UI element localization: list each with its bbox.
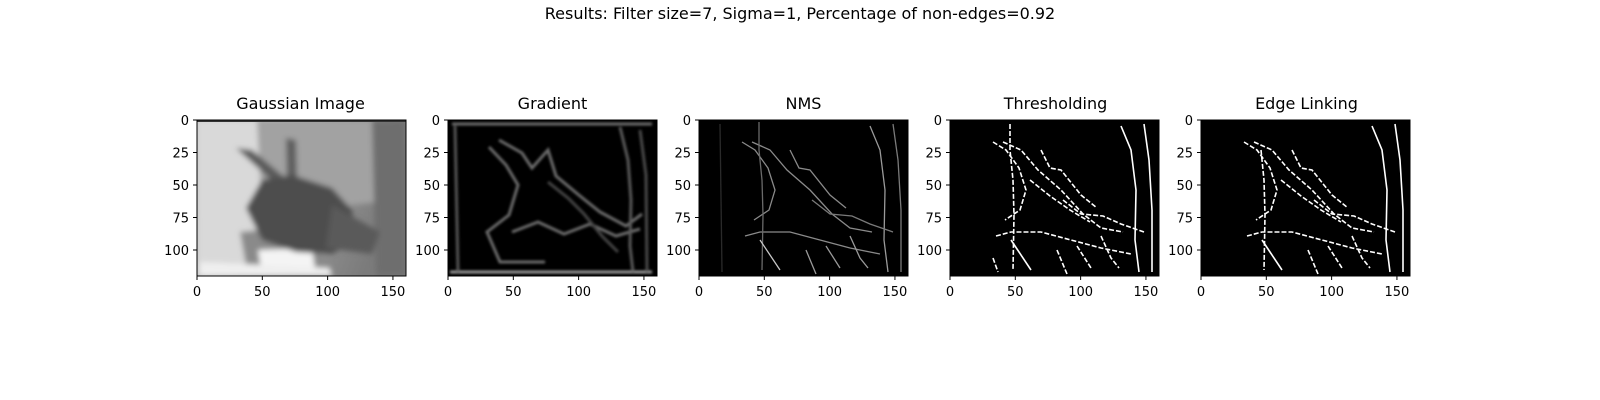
x-tick-label: 0 bbox=[695, 285, 703, 300]
x-tick-label: 100 bbox=[566, 285, 591, 300]
y-tick-label: 50 bbox=[1176, 179, 1193, 194]
y-tick-label: 75 bbox=[925, 212, 942, 227]
y-tick-label: 50 bbox=[423, 179, 440, 194]
panel-title-nms: NMS bbox=[785, 94, 822, 113]
x-tick-label: 50 bbox=[1258, 285, 1275, 300]
y-tick-label: 0 bbox=[432, 114, 440, 129]
y-tick-label: 50 bbox=[674, 179, 691, 194]
y-tick-label: 75 bbox=[423, 212, 440, 227]
x-tick-label: 150 bbox=[1385, 285, 1410, 300]
y-tick-label: 100 bbox=[1168, 244, 1193, 259]
x-tick-label: 100 bbox=[817, 285, 842, 300]
x-tick-label: 50 bbox=[505, 285, 522, 300]
thresholding-image-area bbox=[950, 120, 1159, 276]
axes-frame bbox=[698, 119, 909, 277]
gaussian-image-area bbox=[197, 120, 406, 276]
y-tick-label: 75 bbox=[172, 212, 189, 227]
x-tick-label: 100 bbox=[1068, 285, 1093, 300]
y-tick-label: 50 bbox=[925, 179, 942, 194]
y-tick-label: 25 bbox=[172, 147, 189, 162]
gradient-image-area bbox=[448, 120, 657, 276]
y-tick-label: 25 bbox=[423, 147, 440, 162]
y-tick-label: 50 bbox=[172, 179, 189, 194]
x-tick-label: 0 bbox=[444, 285, 452, 300]
edge-linking-image-area bbox=[1201, 120, 1410, 276]
panel-gradient bbox=[447, 119, 658, 277]
x-tick-label: 0 bbox=[946, 285, 954, 300]
x-tick-label: 100 bbox=[1319, 285, 1344, 300]
y-tick-label: 100 bbox=[917, 244, 942, 259]
y-tick-label: 75 bbox=[1176, 212, 1193, 227]
y-tick-label: 25 bbox=[925, 147, 942, 162]
panel-title-gaussian-image: Gaussian Image bbox=[236, 94, 365, 113]
y-tick-label: 100 bbox=[666, 244, 691, 259]
x-tick-label: 50 bbox=[254, 285, 271, 300]
axes-frame bbox=[447, 119, 658, 277]
axes-frame bbox=[196, 119, 407, 277]
panel-title-gradient: Gradient bbox=[517, 94, 588, 113]
panel-title-thresholding: Thresholding bbox=[1003, 94, 1108, 113]
axes-frame bbox=[1200, 119, 1411, 277]
panel-title-edge-linking: Edge Linking bbox=[1255, 94, 1358, 113]
y-tick-label: 0 bbox=[1185, 114, 1193, 129]
x-tick-label: 100 bbox=[315, 285, 340, 300]
y-tick-label: 0 bbox=[934, 114, 942, 129]
figure-suptitle: Results: Filter size=7, Sigma=1, Percent… bbox=[544, 4, 1056, 23]
x-tick-label: 50 bbox=[1007, 285, 1024, 300]
y-tick-label: 25 bbox=[1176, 147, 1193, 162]
x-tick-label: 150 bbox=[632, 285, 657, 300]
axes-frame bbox=[949, 119, 1160, 277]
y-tick-label: 25 bbox=[674, 147, 691, 162]
nms-image-area bbox=[699, 120, 908, 276]
y-tick-label: 100 bbox=[164, 244, 189, 259]
panel-thresholding bbox=[949, 119, 1160, 277]
panel-nms bbox=[698, 119, 909, 277]
y-tick-label: 0 bbox=[181, 114, 189, 129]
x-tick-label: 150 bbox=[883, 285, 908, 300]
panel-edge-linking bbox=[1200, 119, 1411, 277]
x-tick-label: 150 bbox=[381, 285, 406, 300]
x-tick-label: 0 bbox=[1197, 285, 1205, 300]
y-tick-label: 75 bbox=[674, 212, 691, 227]
x-tick-label: 50 bbox=[756, 285, 773, 300]
x-tick-label: 0 bbox=[193, 285, 201, 300]
y-tick-label: 0 bbox=[683, 114, 691, 129]
y-tick-label: 100 bbox=[415, 244, 440, 259]
panel-gaussian-image bbox=[196, 119, 407, 277]
x-tick-label: 150 bbox=[1134, 285, 1159, 300]
axis-ticks: 0 50 100 150 0 25 50 75 100 0 50 100 150 0 25 50 75 100 0 5… bbox=[164, 114, 1409, 300]
